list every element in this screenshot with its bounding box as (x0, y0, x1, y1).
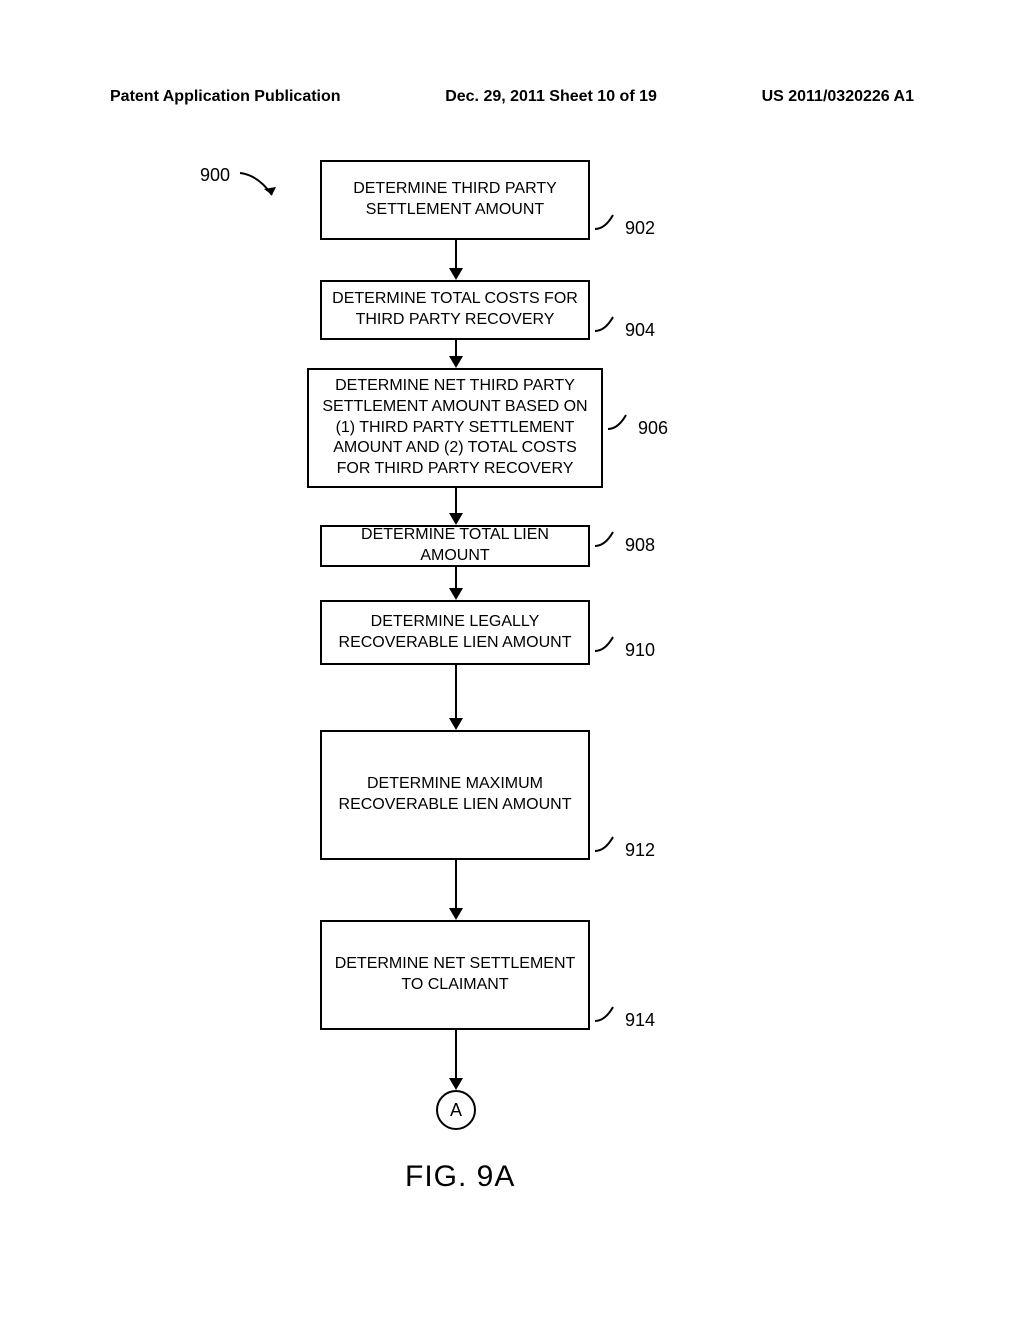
arrow-line-5 (455, 860, 457, 908)
step-label-914: 914 (625, 1010, 655, 1031)
flow-step-914: DETERMINE NET SETTLEMENT TO CLAIMANT (320, 920, 590, 1030)
arrow-head-0 (449, 268, 463, 280)
arrow-line-3 (455, 567, 457, 588)
flowchart-ref-arrow (238, 169, 288, 214)
header-left: Patent Application Publication (110, 88, 341, 106)
arrow-line-2 (455, 488, 457, 513)
step-label-908: 908 (625, 535, 655, 556)
step-label-910: 910 (625, 640, 655, 661)
leader-hook-902 (595, 211, 621, 238)
flow-step-906: DETERMINE NET THIRD PARTY SETTLEMENT AMO… (307, 368, 603, 488)
arrow-head-6 (449, 1078, 463, 1090)
header-center: Dec. 29, 2011 Sheet 10 of 19 (445, 88, 657, 106)
flow-step-902: DETERMINE THIRD PARTY SETTLEMENT AMOUNT (320, 160, 590, 240)
arrow-line-4 (455, 665, 457, 718)
arrow-head-4 (449, 718, 463, 730)
step-label-912: 912 (625, 840, 655, 861)
leader-hook-906 (608, 411, 634, 438)
arrow-head-2 (449, 513, 463, 525)
step-label-904: 904 (625, 320, 655, 341)
step-label-906: 906 (638, 418, 668, 439)
leader-hook-912 (595, 833, 621, 860)
leader-hook-908 (595, 528, 621, 555)
arrow-line-1 (455, 340, 457, 356)
figure-caption: FIG. 9A (405, 1160, 515, 1194)
leader-hook-914 (595, 1003, 621, 1030)
step-label-902: 902 (625, 218, 655, 239)
connector-a: A (436, 1090, 476, 1130)
arrow-head-3 (449, 588, 463, 600)
leader-hook-910 (595, 633, 621, 660)
arrow-head-1 (449, 356, 463, 368)
flow-step-910: DETERMINE LEGALLY RECOVERABLE LIEN AMOUN… (320, 600, 590, 665)
page-header: Patent Application Publication Dec. 29, 2… (110, 88, 914, 106)
flow-step-908: DETERMINE TOTAL LIEN AMOUNT (320, 525, 590, 567)
arrow-head-5 (449, 908, 463, 920)
flow-step-904: DETERMINE TOTAL COSTS FOR THIRD PARTY RE… (320, 280, 590, 340)
flow-step-912: DETERMINE MAXIMUM RECOVERABLE LIEN AMOUN… (320, 730, 590, 860)
flowchart-ref-label: 900 (200, 165, 230, 186)
leader-hook-904 (595, 313, 621, 340)
arrow-line-6 (455, 1030, 457, 1078)
header-right: US 2011/0320226 A1 (762, 88, 914, 106)
arrow-line-0 (455, 240, 457, 268)
